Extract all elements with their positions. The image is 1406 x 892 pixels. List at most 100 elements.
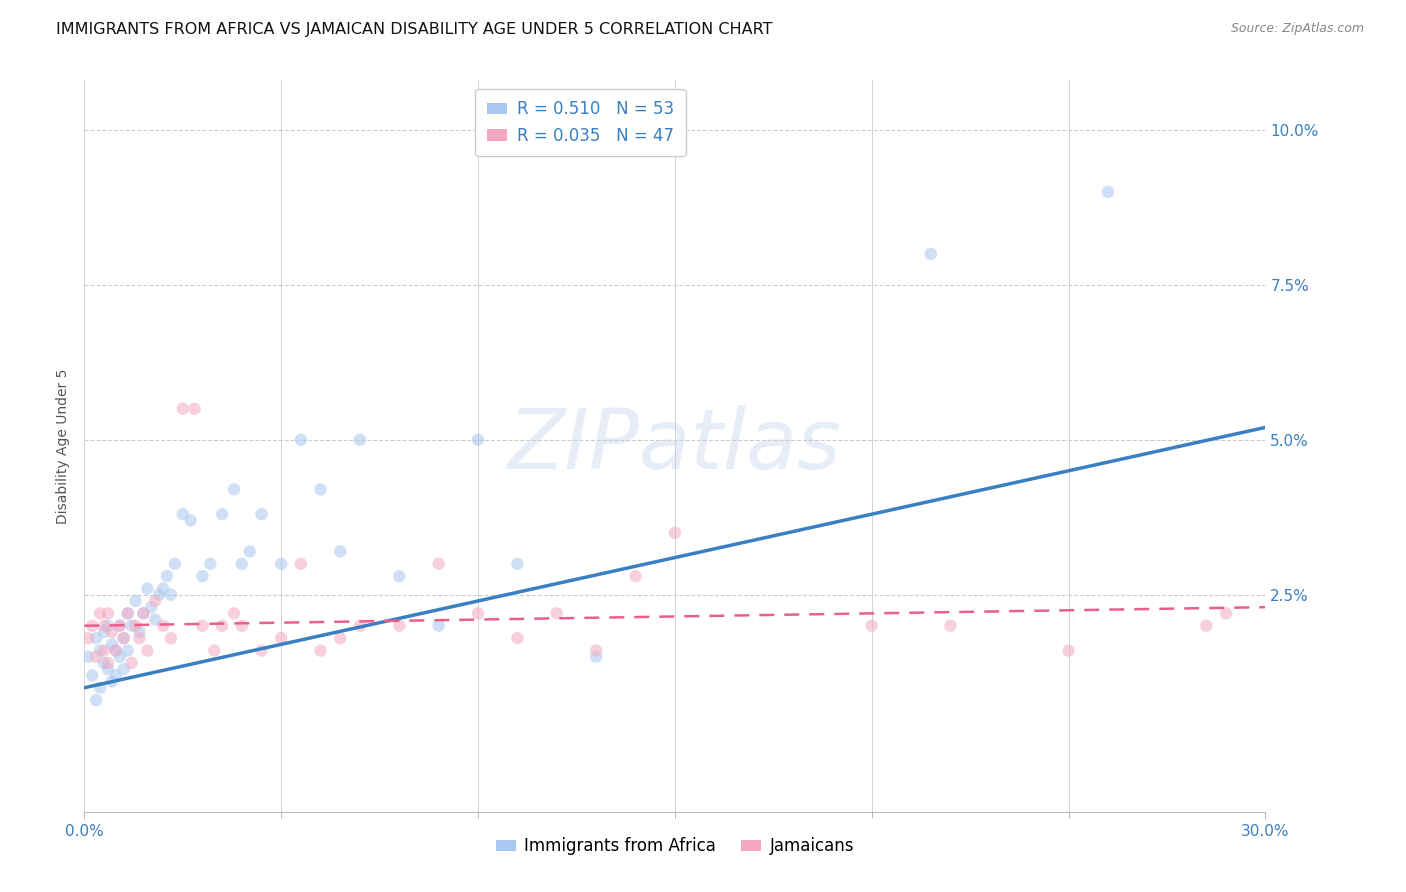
Point bbox=[101, 624, 124, 639]
Point bbox=[1057, 643, 1080, 657]
Point bbox=[427, 557, 450, 571]
Point bbox=[117, 643, 139, 657]
Point bbox=[467, 607, 489, 621]
Point bbox=[290, 433, 312, 447]
Point bbox=[349, 619, 371, 633]
Point bbox=[160, 588, 183, 602]
Point bbox=[93, 624, 115, 639]
Point bbox=[200, 557, 222, 571]
Point bbox=[124, 594, 146, 608]
Point bbox=[84, 631, 107, 645]
Point bbox=[211, 507, 233, 521]
Text: ZIPatlas: ZIPatlas bbox=[508, 406, 842, 486]
Point bbox=[546, 607, 568, 621]
Point bbox=[860, 619, 883, 633]
Point bbox=[585, 649, 607, 664]
Point bbox=[920, 247, 942, 261]
Point bbox=[180, 513, 202, 527]
Point bbox=[93, 656, 115, 670]
Point bbox=[101, 674, 124, 689]
Point bbox=[329, 631, 352, 645]
Y-axis label: Disability Age Under 5: Disability Age Under 5 bbox=[56, 368, 70, 524]
Point bbox=[211, 619, 233, 633]
Point bbox=[82, 619, 104, 633]
Point bbox=[112, 631, 135, 645]
Point bbox=[128, 631, 150, 645]
Point bbox=[82, 668, 104, 682]
Point bbox=[143, 594, 166, 608]
Point bbox=[117, 607, 139, 621]
Point bbox=[939, 619, 962, 633]
Point bbox=[239, 544, 262, 558]
Point bbox=[309, 483, 332, 497]
Point bbox=[250, 643, 273, 657]
Point bbox=[172, 401, 194, 416]
Point bbox=[97, 619, 120, 633]
Point bbox=[231, 557, 253, 571]
Point bbox=[84, 693, 107, 707]
Point bbox=[104, 643, 127, 657]
Point bbox=[163, 557, 186, 571]
Point bbox=[585, 643, 607, 657]
Point bbox=[108, 619, 131, 633]
Text: IMMIGRANTS FROM AFRICA VS JAMAICAN DISABILITY AGE UNDER 5 CORRELATION CHART: IMMIGRANTS FROM AFRICA VS JAMAICAN DISAB… bbox=[56, 22, 773, 37]
Point bbox=[132, 607, 155, 621]
Point bbox=[101, 637, 124, 651]
Point bbox=[222, 483, 245, 497]
Point bbox=[108, 649, 131, 664]
Point bbox=[108, 619, 131, 633]
Point bbox=[270, 631, 292, 645]
Point bbox=[77, 649, 100, 664]
Point bbox=[152, 619, 174, 633]
Point bbox=[231, 619, 253, 633]
Point bbox=[104, 668, 127, 682]
Point bbox=[93, 619, 115, 633]
Text: Source: ZipAtlas.com: Source: ZipAtlas.com bbox=[1230, 22, 1364, 36]
Point bbox=[467, 433, 489, 447]
Point bbox=[202, 643, 225, 657]
Point bbox=[136, 582, 159, 596]
Point bbox=[143, 613, 166, 627]
Point bbox=[664, 525, 686, 540]
Point bbox=[156, 569, 179, 583]
Point bbox=[112, 631, 135, 645]
Point bbox=[290, 557, 312, 571]
Point bbox=[152, 582, 174, 596]
Point bbox=[148, 588, 170, 602]
Point bbox=[191, 619, 214, 633]
Point bbox=[97, 662, 120, 676]
Point bbox=[172, 507, 194, 521]
Point bbox=[121, 656, 143, 670]
Point bbox=[132, 607, 155, 621]
Point bbox=[89, 681, 111, 695]
Point bbox=[506, 557, 529, 571]
Point bbox=[97, 607, 120, 621]
Legend: Immigrants from Africa, Jamaicans: Immigrants from Africa, Jamaicans bbox=[489, 830, 860, 862]
Point bbox=[183, 401, 205, 416]
Point bbox=[388, 569, 411, 583]
Point bbox=[250, 507, 273, 521]
Point bbox=[97, 656, 120, 670]
Point bbox=[93, 643, 115, 657]
Point bbox=[121, 619, 143, 633]
Point bbox=[104, 643, 127, 657]
Point bbox=[1097, 185, 1119, 199]
Point bbox=[112, 662, 135, 676]
Point bbox=[77, 631, 100, 645]
Point bbox=[309, 643, 332, 657]
Point bbox=[136, 643, 159, 657]
Point bbox=[427, 619, 450, 633]
Point bbox=[191, 569, 214, 583]
Point bbox=[388, 619, 411, 633]
Point bbox=[128, 624, 150, 639]
Point bbox=[1195, 619, 1218, 633]
Point bbox=[349, 433, 371, 447]
Point bbox=[124, 619, 146, 633]
Point bbox=[141, 600, 163, 615]
Point bbox=[270, 557, 292, 571]
Point bbox=[84, 649, 107, 664]
Point bbox=[160, 631, 183, 645]
Point bbox=[506, 631, 529, 645]
Point bbox=[624, 569, 647, 583]
Point bbox=[89, 643, 111, 657]
